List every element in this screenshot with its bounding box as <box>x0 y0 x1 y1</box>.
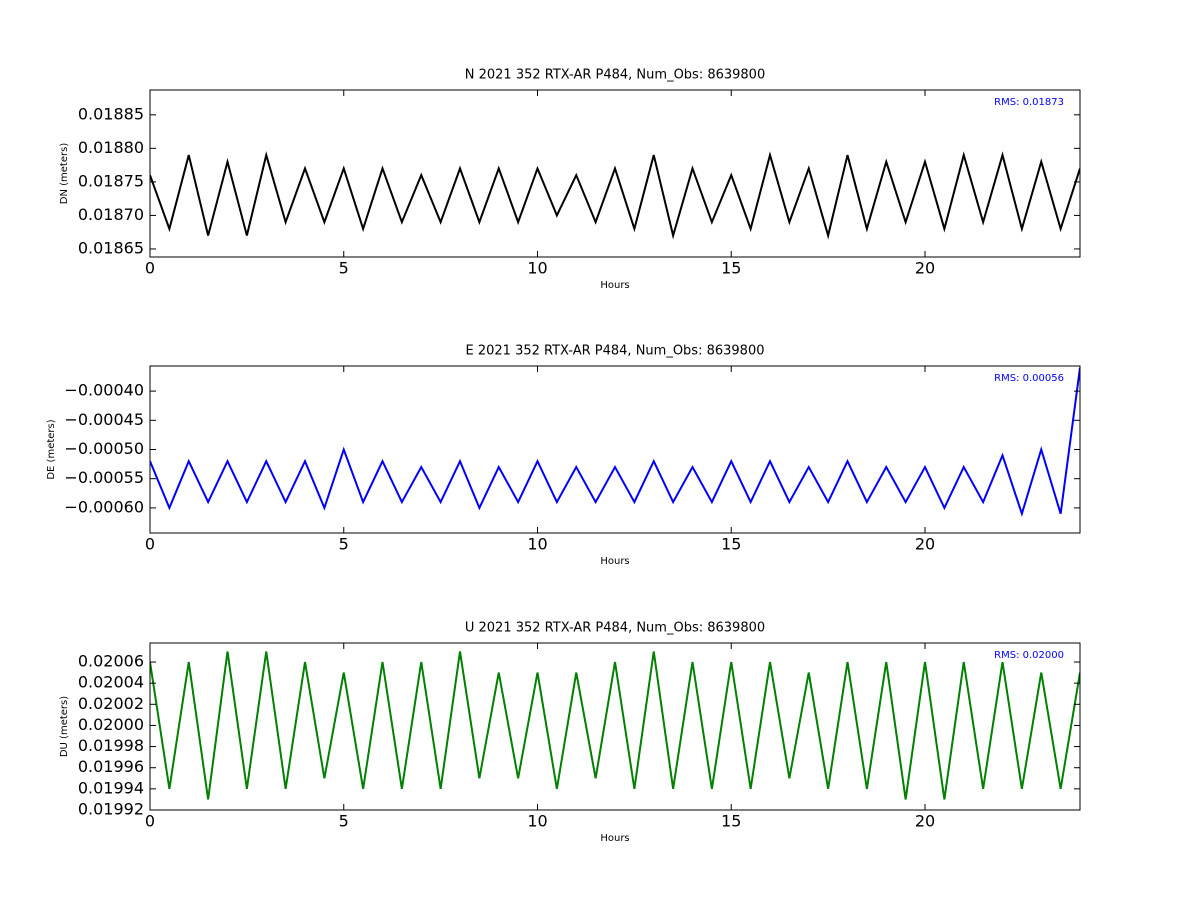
y-axis-label: DE (meters) <box>46 419 57 479</box>
x-axis-label: Hours <box>600 280 629 291</box>
chart-title: N 2021 352 RTX-AR P484, Num_Obs: 8639800 <box>465 68 765 83</box>
rms-annotation: RMS: 0.00056 <box>994 373 1064 384</box>
x-tick-label: 20 <box>915 259 935 278</box>
y-tick-label: 0.02000 <box>78 715 144 734</box>
y-tick-label: 0.02004 <box>78 673 144 692</box>
x-tick-label: 10 <box>527 259 547 278</box>
axes-frame <box>149 89 1081 258</box>
y-tick-label: −0.00050 <box>64 439 144 458</box>
data-line <box>150 651 1080 800</box>
y-tick-label: 0.01880 <box>78 138 144 157</box>
y-tick-label: 0.01875 <box>78 171 144 190</box>
x-tick-label: 10 <box>527 535 547 554</box>
y-tick-label: 0.01998 <box>78 736 144 755</box>
x-tick-label: 20 <box>915 535 935 554</box>
rms-annotation: RMS: 0.01873 <box>994 97 1064 108</box>
y-axis-label: DU (meters) <box>59 696 70 757</box>
y-tick-label: 0.01992 <box>78 800 144 819</box>
data-line <box>150 151 1080 240</box>
axes-frame <box>149 365 1081 534</box>
chart-title: U 2021 352 RTX-AR P484, Num_Obs: 8639800 <box>465 621 765 636</box>
y-axis-label: DN (meters) <box>59 143 70 205</box>
chart-title: E 2021 352 RTX-AR P484, Num_Obs: 8639800 <box>466 344 765 359</box>
y-tick-label: 0.01865 <box>78 238 144 257</box>
y-tick-label: 0.01996 <box>78 757 144 776</box>
x-tick-label: 5 <box>339 812 349 831</box>
x-tick-label: 15 <box>721 535 741 554</box>
x-axis-label: Hours <box>600 833 629 844</box>
y-tick-label: 0.01870 <box>78 205 144 224</box>
x-tick-label: 0 <box>145 535 155 554</box>
y-tick-label: −0.00060 <box>64 497 144 516</box>
y-tick-label: −0.00055 <box>64 468 144 487</box>
y-tick-label: 0.01994 <box>78 778 144 797</box>
y-tick-label: −0.00045 <box>64 410 144 429</box>
x-tick-label: 10 <box>527 812 547 831</box>
subplot: −0.00060 −0.00055 −0.00050 −0.00045 −0.00040… <box>46 344 1081 567</box>
x-tick-label: 5 <box>339 259 349 278</box>
x-tick-label: 20 <box>915 812 935 831</box>
subplot: 0.01992 0.01994 0.01996 0.01998 0.02000 0.020… <box>59 621 1081 844</box>
y-tick-label: 0.02002 <box>78 694 144 713</box>
subplot: 0.01865 0.01870 0.01875 0.01880 0.01885 0 5 10 1… <box>59 68 1081 291</box>
plot-area <box>150 651 1080 800</box>
plot-area <box>150 367 1080 518</box>
y-tick-label: −0.00040 <box>64 381 144 400</box>
x-tick-label: 15 <box>721 812 741 831</box>
plot-area <box>150 151 1080 240</box>
rms-annotation: RMS: 0.02000 <box>994 650 1064 661</box>
x-axis-label: Hours <box>600 556 629 567</box>
x-tick-label: 0 <box>145 812 155 831</box>
x-tick-label: 5 <box>339 535 349 554</box>
axes-frame <box>149 642 1081 811</box>
y-tick-label: 0.02006 <box>78 652 144 671</box>
y-tick-label: 0.01885 <box>78 104 144 123</box>
x-tick-label: 15 <box>721 259 741 278</box>
data-line <box>150 367 1080 518</box>
x-tick-label: 0 <box>145 259 155 278</box>
